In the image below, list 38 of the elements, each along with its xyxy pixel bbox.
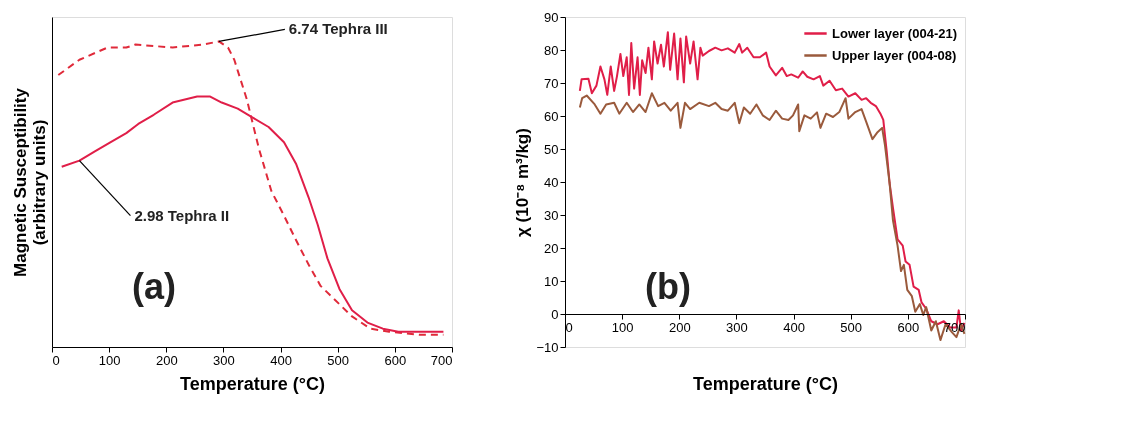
y-tick-label: 40 — [544, 174, 559, 190]
x-tick-label: 400 — [783, 319, 805, 335]
x-tick-label: 500 — [327, 352, 350, 368]
x-tick-label: 0 — [52, 352, 60, 368]
y-tick-label: 30 — [544, 207, 559, 223]
legend-label: Lower layer (004-21) — [832, 25, 958, 41]
x-axis-title: Temperature (°C) — [180, 373, 325, 394]
legend-label: Upper layer (004-08) — [832, 47, 957, 63]
y-tick-label: 0 — [551, 306, 559, 322]
x-tick-label: 600 — [897, 319, 920, 335]
y-tick-label: 80 — [544, 42, 559, 58]
y-tick-label: 20 — [544, 240, 559, 256]
x-tick-label: 600 — [384, 352, 407, 368]
y-tick-label: 60 — [544, 108, 559, 124]
x-tick-label: 100 — [98, 352, 121, 368]
y-tick-label: 50 — [544, 141, 559, 157]
x-tick-label: 0 — [565, 319, 573, 335]
x-tick-label: 200 — [668, 319, 691, 335]
annotation: (b) — [645, 265, 691, 307]
line-series — [578, 31, 966, 332]
x-axis-title: Temperature (°C) — [693, 373, 838, 394]
annotation: 6.74 Tephra III — [288, 20, 388, 38]
y-tick-label: −10 — [536, 339, 559, 355]
x-tick-label: 700 — [430, 352, 453, 368]
y-tick-label: 70 — [544, 75, 559, 91]
y-axis-title: Magnetic Susceptibility (arbitrary units) — [10, 87, 49, 277]
x-tick-label: 100 — [611, 319, 634, 335]
x-tick-label: 300 — [213, 352, 235, 368]
y-axis-title: χ (10⁻⁸ m³/kg) — [513, 128, 533, 237]
x-tick-label: 200 — [155, 352, 178, 368]
x-tick-label: 300 — [726, 319, 748, 335]
x-tick-label: 500 — [840, 319, 863, 335]
line-series — [578, 92, 966, 342]
annotation: (a) — [132, 265, 176, 307]
y-tick-label: 10 — [544, 273, 559, 289]
annotation: 2.98 Tephra II — [134, 206, 230, 224]
y-tick-label: 90 — [544, 9, 559, 25]
x-tick-label: 400 — [270, 352, 292, 368]
